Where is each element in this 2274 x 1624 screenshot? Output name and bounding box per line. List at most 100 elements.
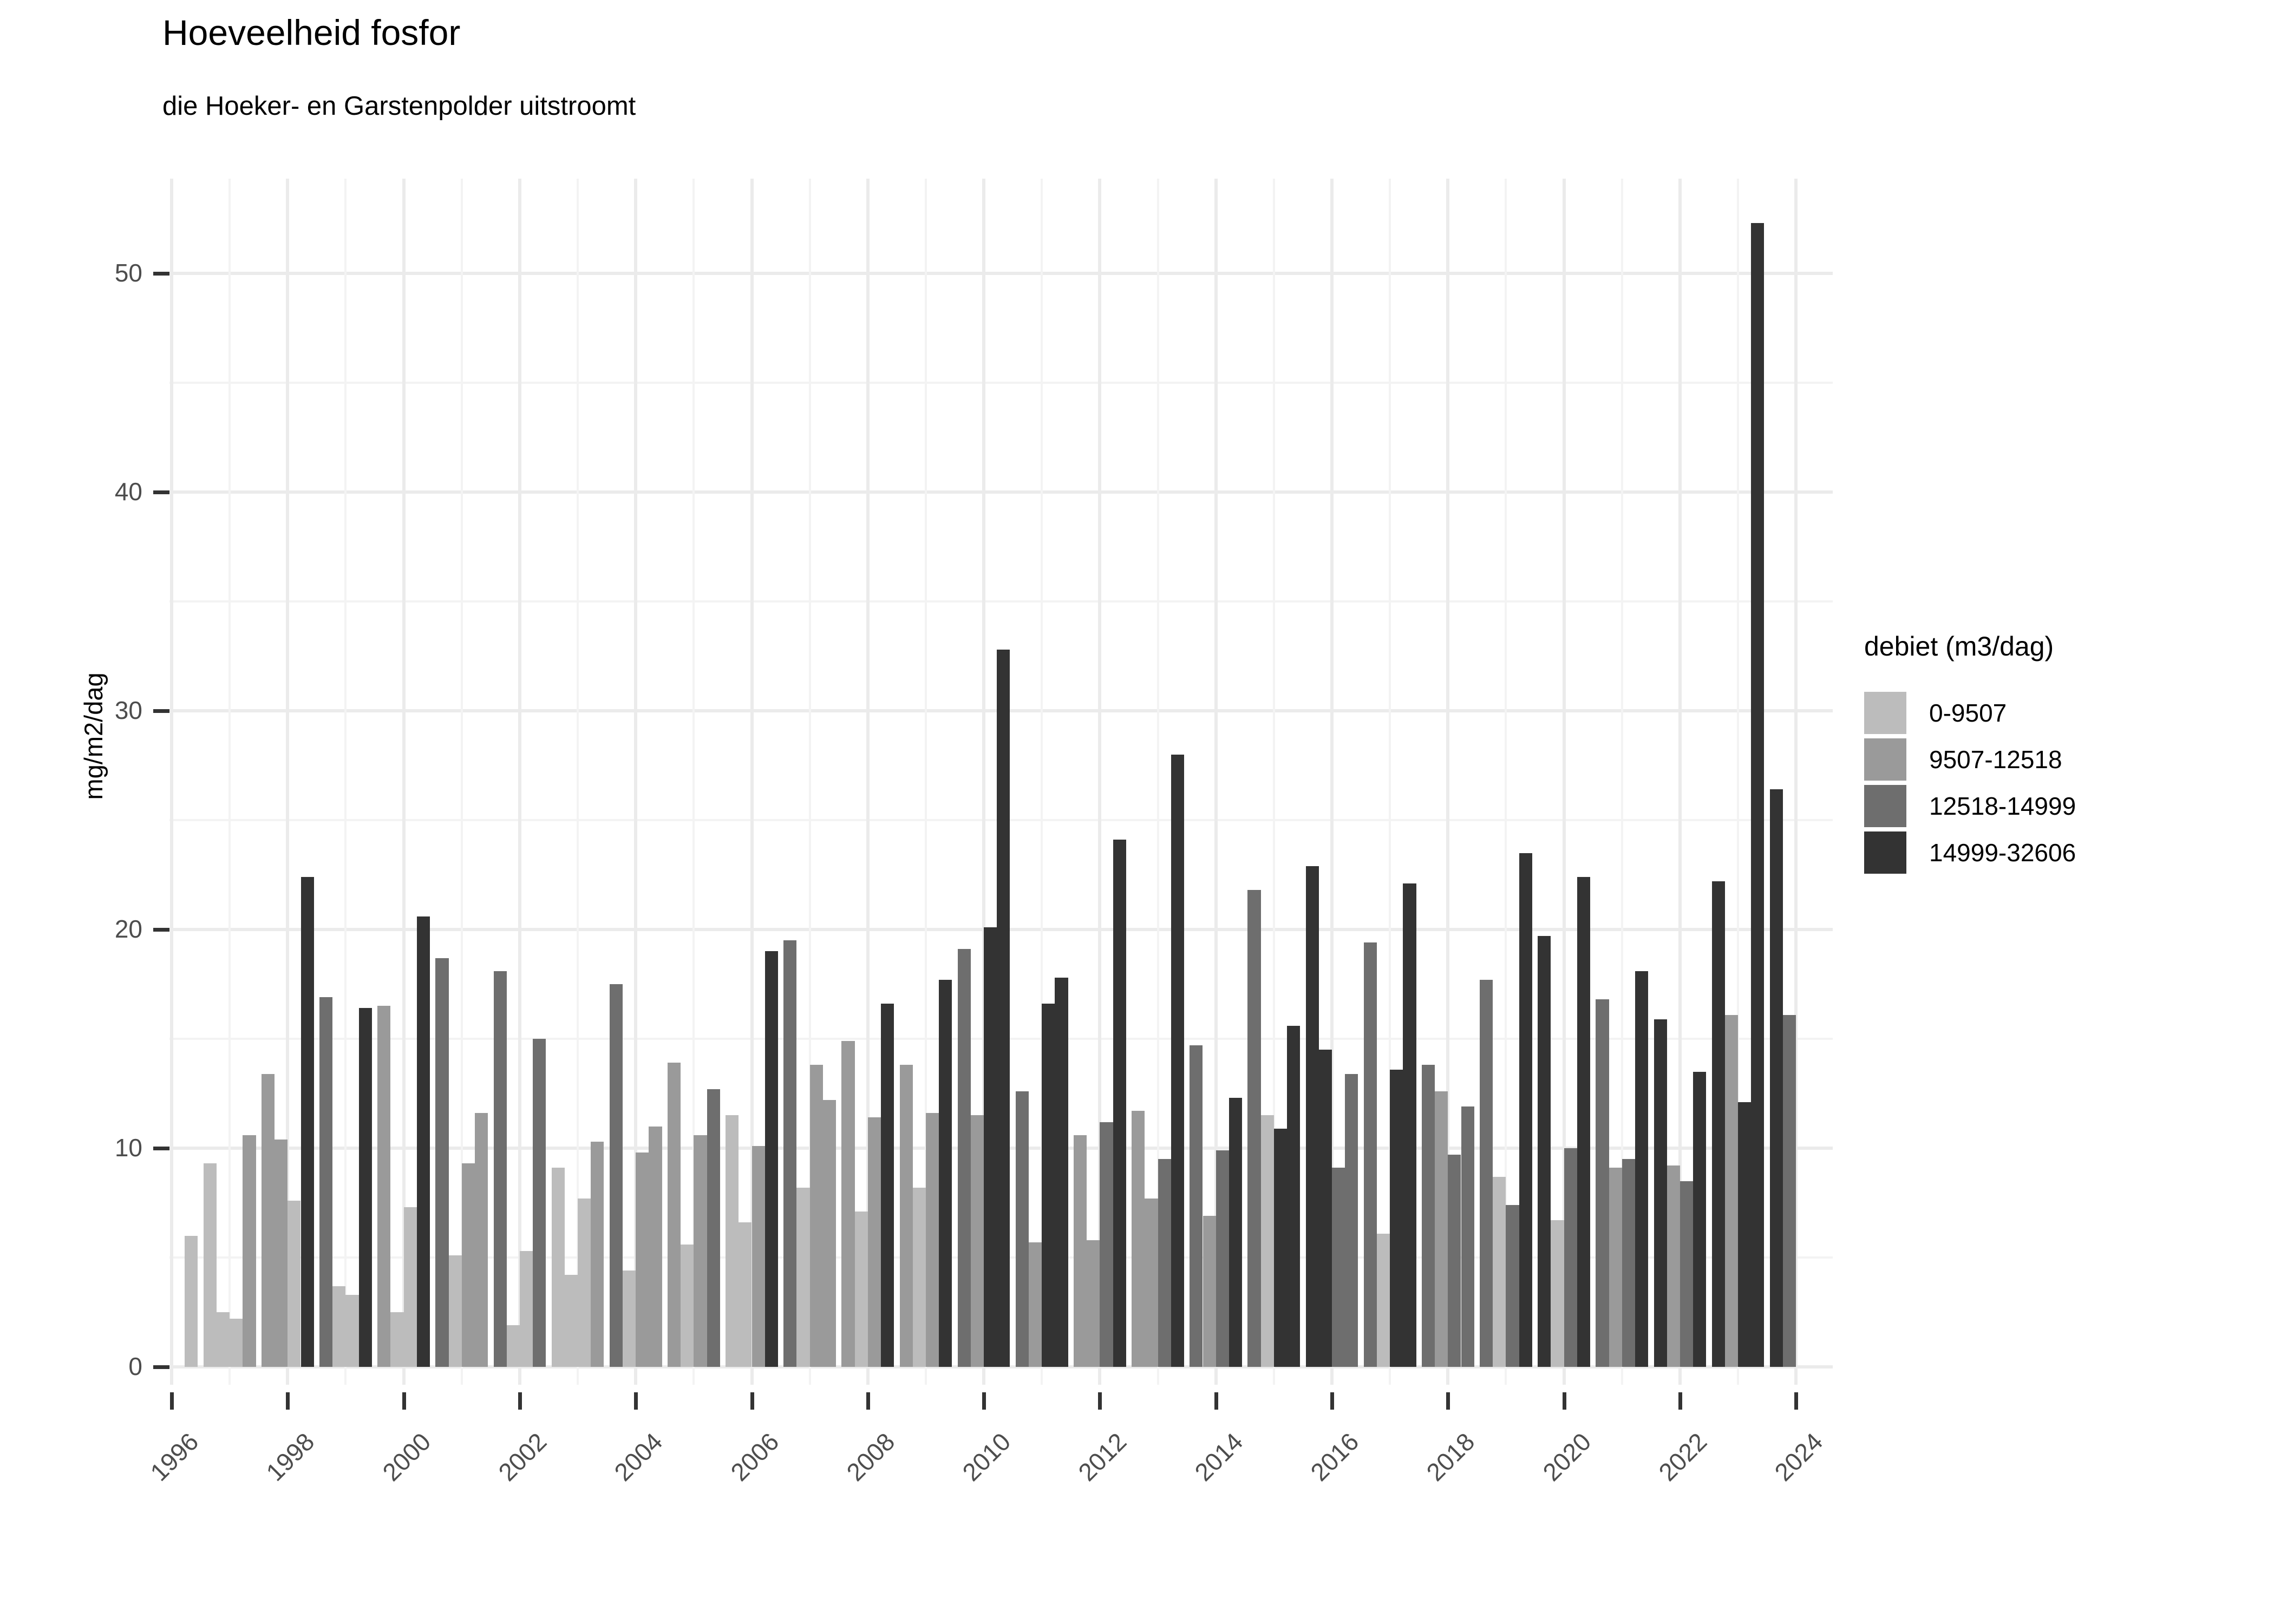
gridline-major-x xyxy=(1214,179,1218,1385)
legend-title: debiet (m3/dag) xyxy=(1864,631,2054,662)
gridline-major-x xyxy=(866,179,870,1385)
bar xyxy=(1769,789,1783,1367)
bar xyxy=(1029,1242,1042,1367)
bar xyxy=(636,1152,649,1367)
legend-label: 12518-14999 xyxy=(1929,792,2076,820)
gridline-minor-x xyxy=(228,179,231,1385)
bar xyxy=(970,1115,984,1367)
bar xyxy=(1100,1122,1113,1367)
bar xyxy=(752,1145,765,1367)
bar xyxy=(300,877,314,1367)
legend: debiet (m3/dag) 0-9507 9507-12518 12518-14… xyxy=(1864,631,2076,878)
bar xyxy=(854,1212,868,1367)
gridline-major-x xyxy=(1794,179,1798,1385)
legend-swatch xyxy=(1864,785,1906,827)
gridline-minor-x xyxy=(1505,179,1507,1385)
x-tick-label: 2018 xyxy=(1421,1427,1480,1487)
x-tick-mark xyxy=(750,1392,754,1410)
bar xyxy=(925,1113,939,1367)
x-tick-label: 1998 xyxy=(260,1427,320,1487)
bar xyxy=(1519,853,1532,1367)
bar xyxy=(1158,1159,1171,1367)
bar xyxy=(261,1073,275,1367)
bar xyxy=(1145,1198,1158,1367)
legend-item: 12518-14999 xyxy=(1864,785,2076,827)
bar xyxy=(681,1244,694,1367)
bar xyxy=(1635,971,1649,1367)
bar xyxy=(506,1325,520,1367)
bar xyxy=(1390,1069,1403,1367)
bar xyxy=(390,1312,404,1367)
bar xyxy=(764,951,778,1367)
y-axis-title: mg/m2/dag xyxy=(79,672,108,800)
x-tick-mark xyxy=(1330,1392,1334,1410)
gridline-minor-x xyxy=(1620,179,1623,1385)
y-tick-mark xyxy=(153,928,169,932)
x-tick-label: 2006 xyxy=(724,1427,784,1487)
gridline-minor-x xyxy=(1272,179,1275,1385)
bar xyxy=(984,927,997,1367)
bar xyxy=(1087,1240,1100,1367)
bar xyxy=(1247,890,1261,1367)
bar xyxy=(1345,1073,1358,1367)
bar xyxy=(1493,1176,1506,1367)
bar xyxy=(1693,1071,1707,1367)
bar xyxy=(1711,881,1725,1367)
gridline-minor-x xyxy=(1737,179,1740,1385)
x-tick-label: 2024 xyxy=(1769,1427,1828,1487)
y-tick-label: 0 xyxy=(128,1352,142,1380)
gridline-minor-x xyxy=(808,179,811,1385)
x-tick-label: 2022 xyxy=(1653,1427,1713,1487)
bar xyxy=(1738,1102,1752,1367)
bar xyxy=(649,1126,662,1367)
legend-swatch xyxy=(1864,692,1906,734)
bar xyxy=(881,1004,894,1367)
gridline-major-x xyxy=(402,179,406,1385)
gridline-minor-x xyxy=(1041,179,1043,1385)
x-tick-mark xyxy=(1446,1392,1450,1410)
bar xyxy=(358,1008,372,1367)
bar xyxy=(1203,1216,1216,1367)
gridline-minor-x xyxy=(344,179,347,1385)
bar xyxy=(345,1294,359,1367)
bar xyxy=(726,1115,739,1367)
bar xyxy=(185,1235,198,1367)
gridline-major-x xyxy=(1562,179,1566,1385)
bar xyxy=(1551,1220,1564,1367)
legend-item: 14999-32606 xyxy=(1864,831,2076,874)
bar xyxy=(1376,1233,1390,1367)
x-tick-label: 2004 xyxy=(609,1427,668,1487)
bar xyxy=(377,1006,391,1367)
y-tick-mark xyxy=(153,1365,169,1369)
bar xyxy=(1421,1065,1435,1367)
gridline-major-y xyxy=(169,272,1833,275)
bar xyxy=(1609,1168,1622,1367)
bar xyxy=(230,1319,243,1367)
bar xyxy=(997,649,1010,1367)
plot-panel xyxy=(169,179,1833,1385)
bar xyxy=(739,1222,752,1367)
gridline-major-x xyxy=(286,179,290,1385)
y-tick-label: 10 xyxy=(114,1134,142,1162)
bar xyxy=(519,1250,533,1367)
bar xyxy=(809,1065,823,1367)
bar xyxy=(939,979,952,1367)
bar xyxy=(1680,1181,1694,1367)
gridline-major-x xyxy=(518,179,521,1385)
bar xyxy=(841,1041,855,1367)
gridline-minor-x xyxy=(460,179,463,1385)
gridline-major-x xyxy=(634,179,638,1385)
bar xyxy=(609,984,623,1367)
bar xyxy=(1015,1091,1029,1367)
y-tick-label: 30 xyxy=(114,696,142,724)
bar xyxy=(287,1200,301,1367)
gridline-major-x xyxy=(1678,179,1682,1385)
gridline-minor-y xyxy=(169,600,1833,603)
bar xyxy=(1724,1014,1739,1367)
bar xyxy=(1667,1165,1680,1367)
bar xyxy=(1506,1205,1519,1367)
bar xyxy=(461,1163,475,1367)
bar xyxy=(1216,1150,1229,1367)
bar xyxy=(1783,1014,1796,1367)
bar xyxy=(1596,999,1609,1367)
